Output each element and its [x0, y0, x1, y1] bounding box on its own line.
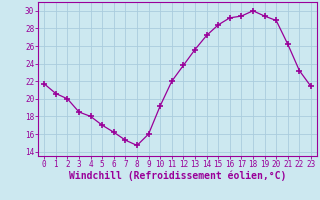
X-axis label: Windchill (Refroidissement éolien,°C): Windchill (Refroidissement éolien,°C): [69, 171, 286, 181]
